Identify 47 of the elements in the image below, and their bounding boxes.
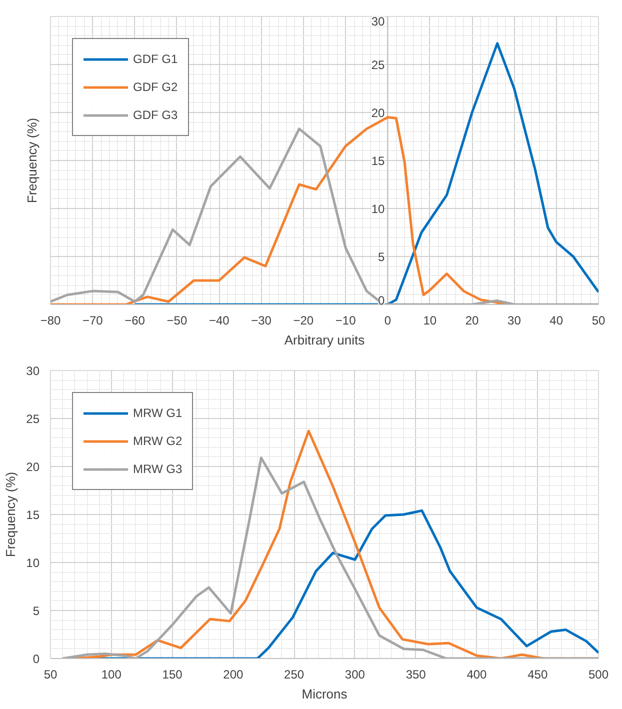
y-axis-title: Frequency (%): [3, 472, 18, 558]
x-tick-label: −70: [82, 314, 104, 328]
x-tick-label: −80: [40, 314, 62, 328]
y-tick-label: 15: [26, 508, 40, 522]
legend-label: GDF G1: [133, 52, 178, 66]
x-tick-label: 150: [162, 668, 183, 682]
y-tick-label: 20: [26, 460, 40, 474]
y-tick-label: 10: [371, 202, 386, 216]
x-tick-label: 250: [284, 668, 304, 682]
x-tick-label: −20: [293, 314, 314, 328]
y-tick-label: 25: [26, 412, 40, 426]
x-tick-label: 50: [592, 314, 606, 328]
legend-label: GDF G2: [133, 80, 178, 94]
y-tick-label: 5: [378, 250, 386, 264]
x-tick-label: −50: [166, 314, 188, 328]
x-tick-label: 200: [223, 668, 244, 682]
legend-label: GDF G3: [133, 108, 178, 122]
y-tick-label: 25: [371, 58, 386, 72]
x-axis-title: Arbitrary units: [284, 332, 366, 348]
x-axis-title: Microns: [302, 686, 348, 702]
y-tick-label: 0: [32, 652, 40, 666]
y-tick-label: 30: [371, 14, 386, 28]
x-tick-label: 20: [465, 314, 480, 328]
x-tick-label: 300: [344, 668, 366, 682]
x-tick-label: 450: [528, 668, 548, 682]
x-tick-label: 500: [588, 668, 609, 682]
x-tick-label: −40: [208, 314, 230, 328]
x-tick-label: 100: [101, 668, 122, 682]
legend-label: MRW G2: [133, 434, 182, 448]
x-tick-label: 10: [423, 314, 437, 328]
x-tick-label: 30: [508, 314, 522, 328]
x-tick-label: 50: [44, 668, 58, 682]
y-tick-label: 10: [26, 556, 40, 570]
y-tick-label: 15: [371, 154, 386, 168]
legend-label: MRW G1: [133, 406, 182, 420]
legend-label: MRW G3: [133, 462, 182, 476]
x-tick-label: 40: [550, 314, 564, 328]
y-tick-label: 20: [371, 106, 386, 120]
y-tick-label: 0: [378, 294, 386, 308]
x-tick-label: −10: [335, 314, 356, 328]
y-axis-title: Frequency (%): [24, 118, 40, 204]
y-tick-label: 5: [32, 604, 40, 618]
x-tick-label: 400: [466, 668, 488, 682]
x-tick-label: 350: [406, 668, 426, 682]
x-tick-label: −60: [124, 314, 146, 328]
y-tick-label: 30: [26, 364, 40, 378]
x-tick-label: −30: [251, 314, 272, 328]
